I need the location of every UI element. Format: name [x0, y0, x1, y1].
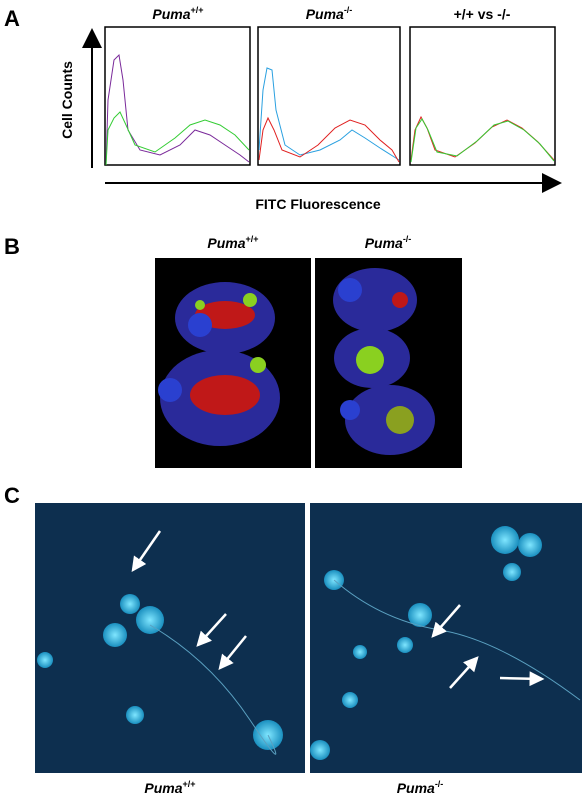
title-sup: +/+: [246, 234, 259, 244]
panel-title: +/+ vs -/-: [454, 6, 511, 22]
title-sup: -/-: [403, 234, 412, 244]
panel-letter: A: [4, 6, 20, 31]
title-name: Puma: [152, 6, 190, 22]
histogram-curve: [410, 115, 555, 161]
histogram-curve: [105, 111, 250, 166]
panel-letter: B: [4, 234, 20, 259]
title-name: Puma: [207, 235, 245, 251]
panel-title: Puma-/-: [365, 234, 412, 251]
title-sup: +/+: [183, 779, 196, 789]
cells: [37, 526, 581, 760]
title-name: Puma: [397, 780, 435, 796]
panel-title: Puma+/+: [152, 5, 203, 22]
title-sup: -/-: [435, 779, 444, 789]
title-name: Puma: [144, 780, 182, 796]
x-axis-label: FITC Fluorescence: [255, 196, 380, 212]
panel-letter: C: [4, 483, 20, 508]
panel-title: Puma-/-: [306, 5, 353, 22]
histogram-box: [104, 26, 251, 166]
cells: [158, 268, 435, 455]
histogram-curve: [105, 53, 250, 166]
histogram-box: [409, 26, 556, 166]
histogram-curve: [258, 67, 400, 161]
title-sup: -/-: [344, 5, 353, 15]
arrows: [131, 530, 545, 689]
title-sup: +/+: [191, 5, 204, 15]
panel-title: Puma-/-: [397, 779, 444, 796]
title-name: Puma: [365, 235, 403, 251]
histogram-curve: [410, 118, 555, 163]
title-name: Puma: [306, 6, 344, 22]
histogram-box: [257, 26, 401, 166]
panel-title: Puma+/+: [144, 779, 195, 796]
y-axis-label: Cell Counts: [59, 61, 75, 139]
panel-title: Puma+/+: [207, 234, 258, 251]
histogram-curve: [258, 116, 400, 163]
